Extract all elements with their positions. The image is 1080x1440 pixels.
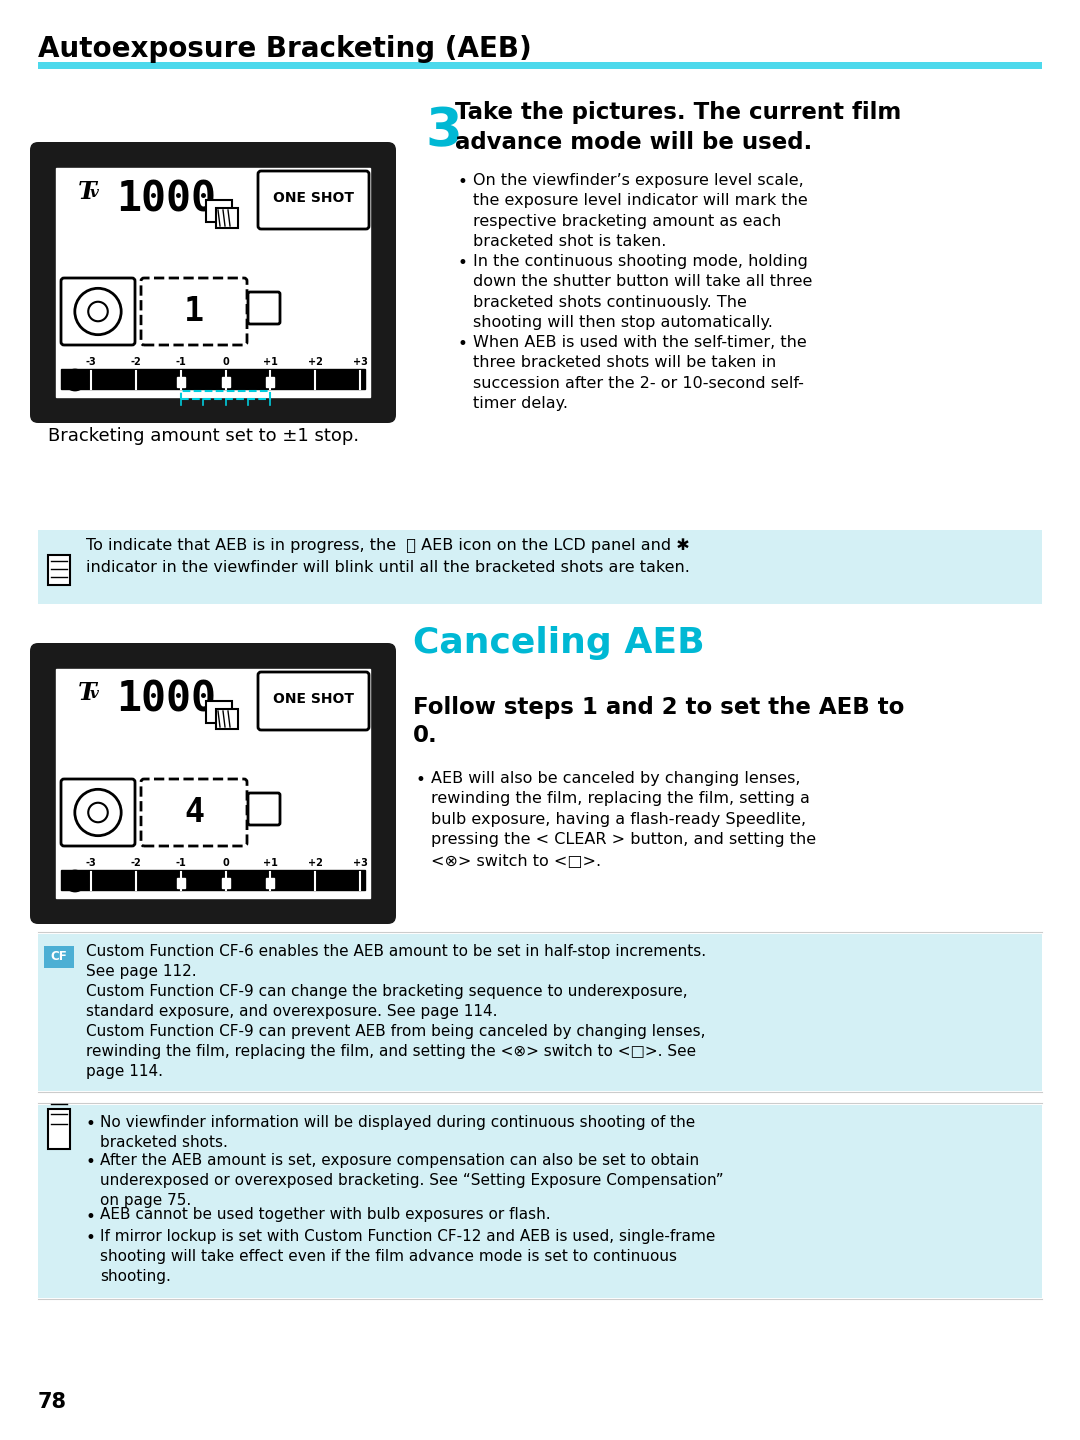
FancyBboxPatch shape (141, 779, 247, 845)
FancyBboxPatch shape (141, 278, 247, 346)
Text: 1000: 1000 (116, 179, 216, 220)
Text: On the viewfinder’s exposure level scale,
the exposure level indicator will mark: On the viewfinder’s exposure level scale… (473, 173, 808, 249)
Text: +2: +2 (308, 357, 323, 367)
Text: +1: +1 (262, 858, 278, 868)
Text: +2: +2 (308, 858, 323, 868)
Text: -1: -1 (175, 858, 186, 868)
Bar (38, 935, 1042, 1092)
Text: 3: 3 (426, 105, 462, 157)
Text: •: • (457, 173, 467, 192)
Text: indicator in the viewfinder will blink until all the bracketed shots are taken.: indicator in the viewfinder will blink u… (86, 560, 690, 575)
Text: In the continuous shooting mode, holding
down the shutter button will take all t: In the continuous shooting mode, holding… (473, 253, 812, 330)
Text: 0.: 0. (413, 724, 437, 747)
FancyBboxPatch shape (30, 143, 396, 423)
Text: Custom Function CF-9 can prevent AEB from being canceled by changing lenses,
rew: Custom Function CF-9 can prevent AEB fro… (86, 1024, 705, 1079)
Text: •: • (457, 336, 467, 353)
Text: -3: -3 (85, 357, 96, 367)
Text: Bracketing amount set to ±1 stop.: Bracketing amount set to ±1 stop. (48, 428, 360, 445)
Text: -2: -2 (131, 357, 141, 367)
Bar (221, 877, 229, 888)
Text: Take the pictures. The current film: Take the pictures. The current film (455, 101, 901, 124)
Bar (216, 708, 238, 729)
Text: •: • (86, 1153, 96, 1171)
Bar (177, 377, 185, 387)
Text: If mirror lockup is set with Custom Function CF-12 and AEB is used, single-frame: If mirror lockup is set with Custom Func… (100, 1228, 715, 1283)
Bar (180, 392, 270, 399)
Bar (56, 670, 370, 899)
Text: advance mode will be used.: advance mode will be used. (455, 131, 812, 154)
Text: •: • (86, 1115, 96, 1133)
Bar (267, 877, 274, 888)
Text: Autoexposure Bracketing (AEB): Autoexposure Bracketing (AEB) (38, 35, 531, 63)
Bar (38, 62, 1042, 69)
Text: •: • (415, 770, 424, 789)
Text: -2: -2 (131, 858, 141, 868)
Text: +3: +3 (352, 858, 367, 868)
Bar (60, 369, 365, 389)
Text: 4: 4 (184, 796, 204, 829)
Bar (48, 554, 70, 585)
Text: •: • (86, 1228, 96, 1247)
Text: CF: CF (51, 950, 67, 963)
FancyBboxPatch shape (60, 779, 135, 845)
Text: Custom Function CF-9 can change the bracketing sequence to underexposure,
standa: Custom Function CF-9 can change the brac… (86, 984, 688, 1020)
Text: T: T (78, 681, 96, 706)
Bar (60, 870, 365, 890)
Bar (267, 377, 274, 387)
Bar (206, 200, 232, 222)
Bar (48, 1109, 70, 1149)
Text: 78: 78 (38, 1392, 67, 1413)
Bar (216, 207, 238, 228)
Text: -1: -1 (175, 357, 186, 367)
Text: 1: 1 (184, 295, 204, 328)
FancyBboxPatch shape (248, 292, 280, 324)
Text: When AEB is used with the self-timer, the
three bracketed shots will be taken in: When AEB is used with the self-timer, th… (473, 336, 807, 412)
Text: AEB cannot be used together with bulb exposures or flash.: AEB cannot be used together with bulb ex… (100, 1208, 551, 1223)
Text: •: • (86, 1208, 96, 1225)
Text: After the AEB amount is set, exposure compensation can also be set to obtain
und: After the AEB amount is set, exposure co… (100, 1153, 724, 1208)
Bar (38, 530, 1042, 603)
Bar (177, 877, 185, 888)
Text: v: v (90, 687, 99, 701)
Text: •: • (457, 253, 467, 272)
Text: +3: +3 (352, 357, 367, 367)
Text: 1000: 1000 (116, 680, 216, 721)
Text: 0: 0 (222, 357, 229, 367)
Text: Canceling AEB: Canceling AEB (413, 626, 704, 660)
Text: T: T (78, 180, 96, 204)
Text: 0: 0 (222, 858, 229, 868)
FancyBboxPatch shape (248, 793, 280, 825)
Text: ONE SHOT: ONE SHOT (273, 693, 354, 706)
FancyBboxPatch shape (258, 672, 369, 730)
Circle shape (71, 877, 79, 886)
Circle shape (71, 376, 79, 384)
Bar (206, 701, 232, 723)
FancyBboxPatch shape (258, 171, 369, 229)
Bar (38, 1104, 1042, 1297)
Bar (221, 377, 229, 387)
FancyBboxPatch shape (30, 644, 396, 924)
Text: +1: +1 (262, 357, 278, 367)
FancyBboxPatch shape (60, 278, 135, 346)
Text: -3: -3 (85, 858, 96, 868)
Text: AEB will also be canceled by changing lenses,
rewinding the film, replacing the : AEB will also be canceled by changing le… (431, 770, 816, 867)
Text: Custom Function CF-6 enables the AEB amount to be set in half-stop increments.
S: Custom Function CF-6 enables the AEB amo… (86, 945, 706, 979)
Text: ONE SHOT: ONE SHOT (273, 192, 354, 204)
Bar (44, 946, 75, 968)
Text: No viewfinder information will be displayed during continuous shooting of the
br: No viewfinder information will be displa… (100, 1115, 696, 1149)
Text: v: v (90, 186, 99, 200)
Text: Follow steps 1 and 2 to set the AEB to: Follow steps 1 and 2 to set the AEB to (413, 696, 904, 719)
Bar (56, 168, 370, 397)
Text: To indicate that AEB is in progress, the  ␇ AEB icon on the LCD panel and ✱: To indicate that AEB is in progress, the… (86, 539, 690, 553)
